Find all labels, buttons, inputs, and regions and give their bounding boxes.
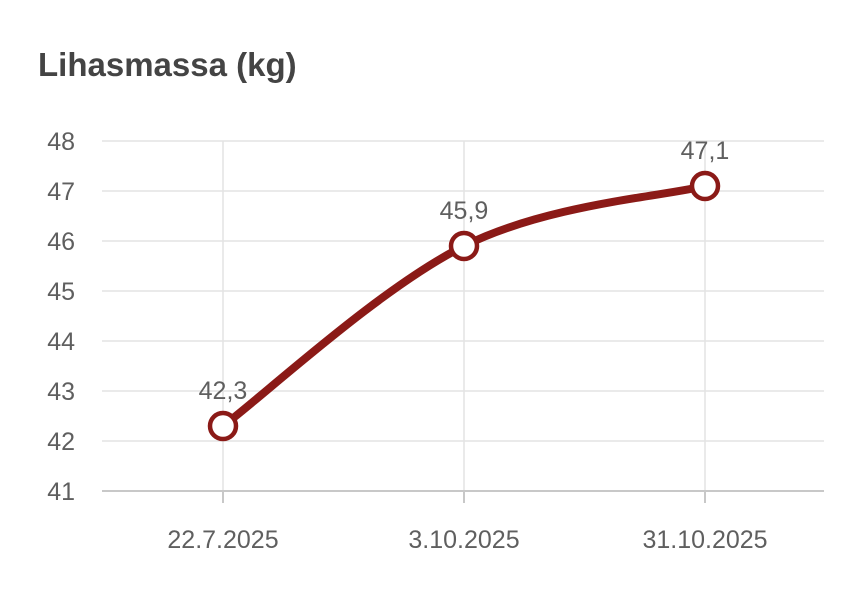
chart-title: Lihasmassa (kg) — [38, 46, 297, 83]
y-tick-label: 48 — [47, 128, 75, 156]
y-tick-label: 47 — [47, 178, 75, 206]
data-label: 45,9 — [440, 197, 489, 225]
data-point — [448, 230, 480, 262]
y-tick-label: 45 — [47, 278, 75, 306]
data-point — [689, 170, 721, 202]
x-tick-label: 31.10.2025 — [642, 526, 767, 554]
y-tick-label: 44 — [47, 328, 75, 356]
x-tick-label: 3.10.2025 — [408, 526, 519, 554]
y-tick-label: 46 — [47, 228, 75, 256]
data-point — [207, 410, 239, 442]
x-tick-label: 22.7.2025 — [167, 526, 278, 554]
labels: 41 42 43 44 45 46 47 48 22.7.2025 3.10.2025 31.10.… — [47, 128, 767, 554]
y-tick-label: 42 — [47, 428, 75, 456]
data-points — [207, 170, 721, 442]
y-tick-label: 41 — [47, 478, 75, 506]
axes — [102, 490, 824, 503]
y-tick-label: 43 — [47, 378, 75, 406]
data-label: 47,1 — [681, 137, 730, 165]
gridlines — [102, 140, 824, 491]
data-label: 42,3 — [199, 377, 248, 405]
